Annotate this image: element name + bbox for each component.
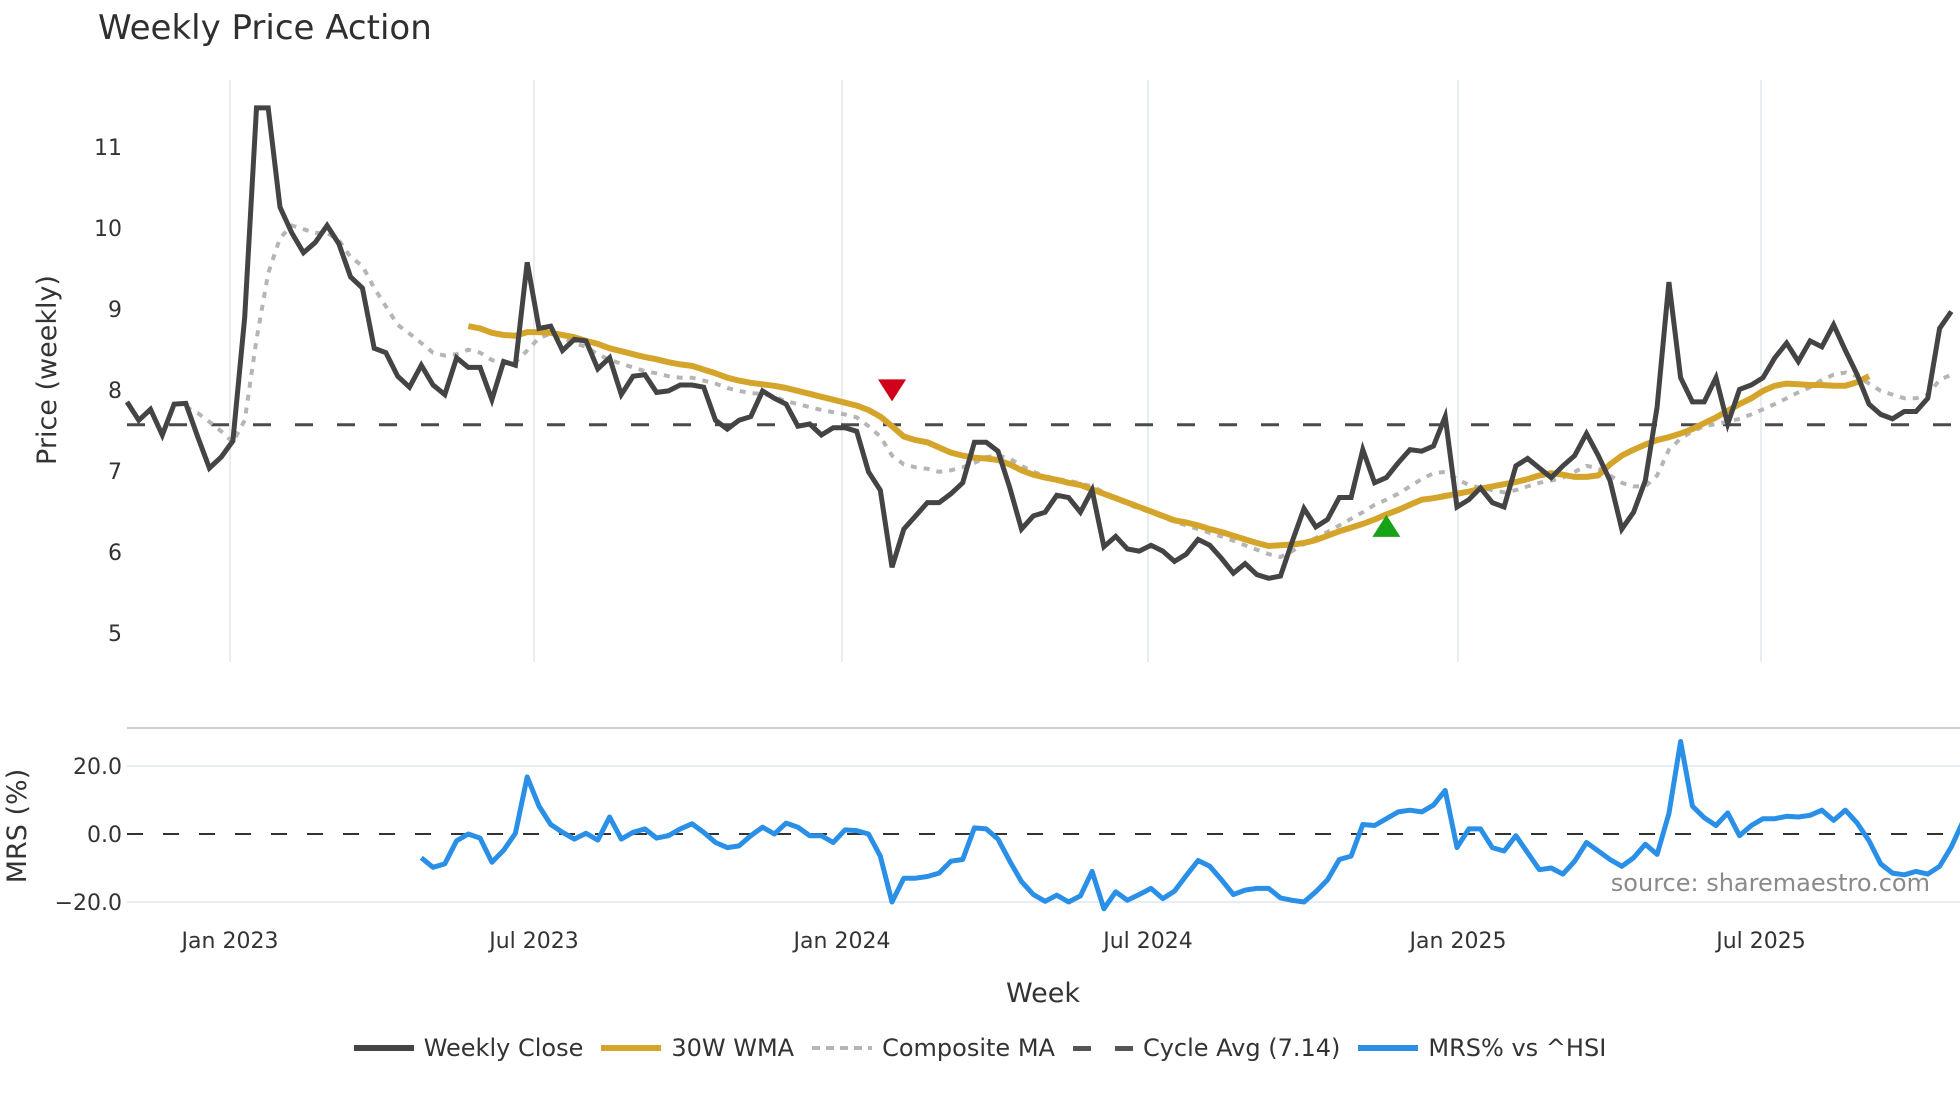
price-tick: 7 (108, 460, 122, 485)
price-tick: 11 (94, 136, 122, 161)
chart-legend: Weekly Close 30W WMA Composite MA Cycle … (0, 1034, 1960, 1062)
x-tick: Jul 2024 (1101, 929, 1193, 954)
price-tick: 9 (108, 298, 122, 323)
legend-label: 30W WMA (671, 1034, 795, 1062)
legend-item-mrs[interactable]: MRS% vs ^HSI (1358, 1034, 1606, 1062)
legend-label: MRS% vs ^HSI (1428, 1034, 1607, 1062)
legend-item-weekly-close[interactable]: Weekly Close (353, 1034, 584, 1062)
weekly-close-line (124, 105, 1954, 581)
cycle-avg-swatch-icon (1072, 1045, 1133, 1051)
x-tick: Jul 2025 (1714, 929, 1806, 954)
price-gridlines (229, 80, 1762, 662)
mrs-swatch-icon (1358, 1045, 1419, 1051)
composite-ma-line (184, 223, 1953, 560)
wma-30w-line (467, 323, 1871, 549)
price-tick: 8 (108, 379, 122, 404)
weekly-close-swatch-icon (353, 1045, 414, 1051)
price-tick: 5 (108, 622, 122, 647)
price-tick: 6 (108, 541, 122, 566)
x-axis-title: Week (1006, 978, 1080, 1009)
chart-title: Weekly Price Action (98, 8, 432, 48)
x-tick: Jul 2023 (487, 929, 579, 954)
legend-item-30w-wma[interactable]: 30W WMA (601, 1034, 794, 1062)
legend-label: Composite MA (882, 1034, 1055, 1062)
legend-item-cycle-avg[interactable]: Cycle Avg (7.14) (1072, 1034, 1341, 1062)
wma-swatch-icon (601, 1045, 662, 1051)
x-tick: Jan 2023 (180, 929, 279, 954)
mrs-tick: −20.0 (55, 891, 122, 916)
composite-ma-swatch-icon (812, 1046, 873, 1050)
price-tick: 10 (94, 217, 122, 242)
legend-label: Weekly Close (423, 1034, 584, 1062)
price-axis-title: Price (weekly) (32, 275, 63, 465)
legend-label: Cycle Avg (7.14) (1142, 1034, 1341, 1062)
mrs-tick: 20.0 (73, 755, 122, 780)
legend-item-composite-ma[interactable]: Composite MA (812, 1034, 1055, 1062)
x-tick: Jan 2025 (1408, 929, 1507, 954)
mrs-tick: 0.0 (87, 823, 122, 848)
source-watermark: source: sharemaestro.com (1611, 869, 1930, 897)
x-tick: Jan 2024 (792, 929, 891, 954)
mrs-line (419, 739, 1960, 912)
sell-signal-marker-icon (878, 379, 907, 402)
buy-signal-marker-icon (1372, 514, 1401, 537)
mrs-axis-title: MRS (%) (2, 769, 33, 884)
